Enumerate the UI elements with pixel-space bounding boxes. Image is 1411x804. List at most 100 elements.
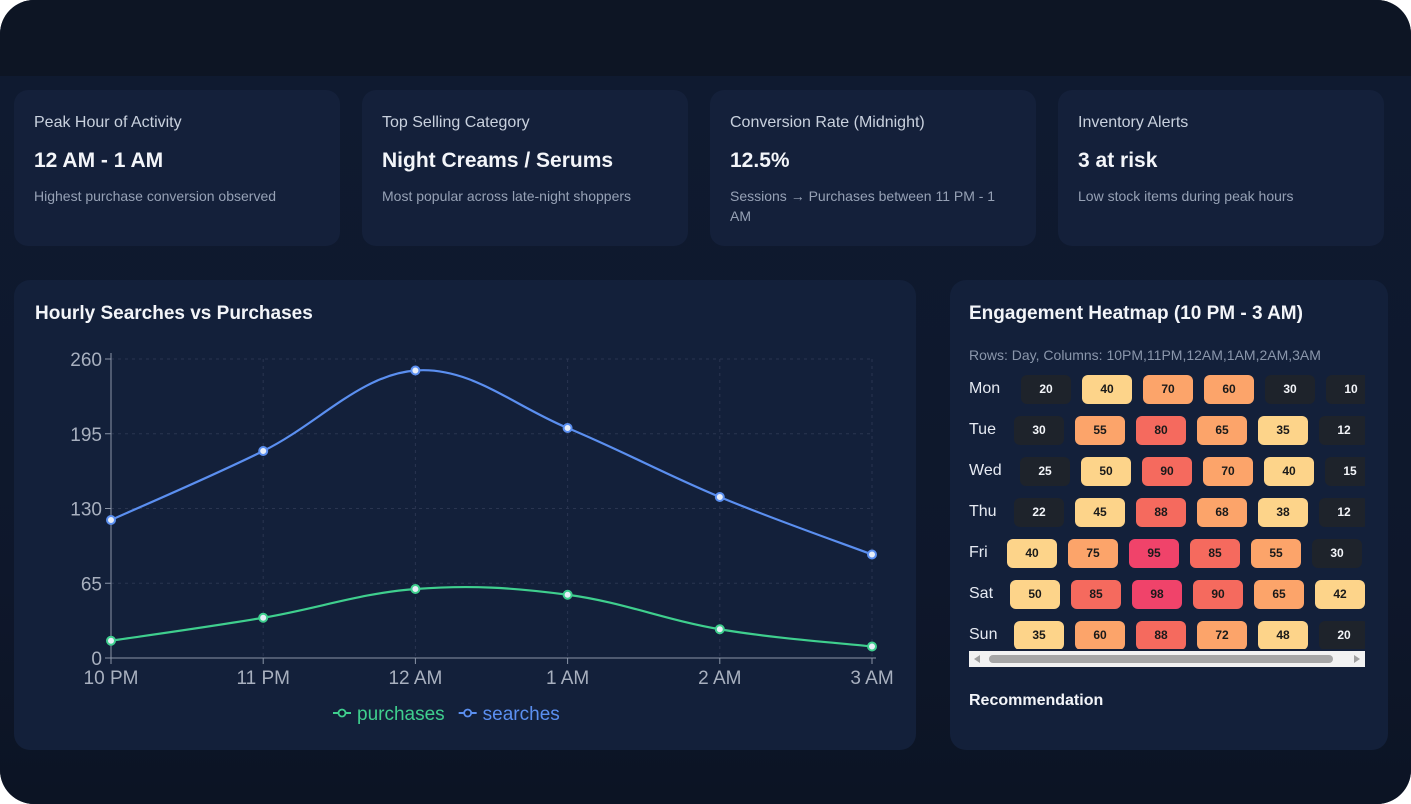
heatmap-cell[interactable]: 88 [1136, 621, 1186, 649]
y-tick-label: 195 [70, 425, 102, 446]
data-point-searches [867, 549, 877, 560]
heatmap-cell[interactable]: 70 [1143, 375, 1193, 404]
heatmap-cell[interactable]: 90 [1193, 580, 1243, 609]
y-tick-label: 65 [81, 574, 102, 595]
heatmap-cell[interactable]: 22 [1014, 498, 1064, 527]
y-tick-label: 260 [70, 350, 102, 371]
data-point-searches [258, 446, 269, 456]
x-tick-label: 12 AM [388, 668, 442, 689]
kpi-subtext: Low stock items during peak hours [1078, 188, 1294, 204]
y-tick-label: 130 [70, 500, 102, 521]
heatmap-row-label: Mon [969, 380, 1001, 397]
heatmap-cell[interactable]: 25 [1020, 457, 1070, 486]
heatmap-row-label: Wed [969, 462, 1002, 479]
heatmap-cell[interactable]: 10 [1326, 375, 1365, 404]
kpi-label: Conversion Rate (Midnight) [730, 114, 925, 131]
heatmap-cell[interactable]: 85 [1071, 580, 1121, 609]
heatmap-cell[interactable]: 20 [1021, 375, 1071, 404]
data-point-searches [562, 423, 573, 433]
heatmap-row-label: Sat [969, 585, 994, 602]
heatmap-cell[interactable]: 12 [1319, 416, 1365, 445]
heatmap-cell[interactable]: 40 [1007, 539, 1057, 568]
heatmap-cell[interactable]: 95 [1129, 539, 1179, 568]
heatmap-cell[interactable]: 55 [1251, 539, 1301, 568]
heatmap-row-label: Tue [969, 421, 996, 438]
heatmap-cell[interactable]: 35 [1014, 621, 1064, 649]
legend-marker-searches [463, 708, 473, 718]
kpi-card-peak-hour: Peak Hour of Activity 12 AM - 1 AM Highe… [14, 90, 340, 246]
heatmap-row-sun: Sun 35 60 88 72 48 20 [969, 619, 1365, 649]
heatmap-cell[interactable]: 20 [1319, 621, 1365, 649]
heatmap-cell[interactable]: 65 [1197, 416, 1247, 445]
heatmap-cell[interactable]: 38 [1258, 498, 1308, 527]
kpi-card-inventory-alerts: Inventory Alerts 3 at risk Low stock ite… [1058, 90, 1384, 246]
heatmap-cell[interactable]: 40 [1264, 457, 1314, 486]
heatmap-cell[interactable]: 30 [1014, 416, 1064, 445]
heatmap-title: Engagement Heatmap (10 PM - 3 AM) [969, 303, 1303, 324]
scroll-right-arrow-icon[interactable] [1354, 655, 1360, 663]
kpi-card-top-category: Top Selling Category Night Creams / Seru… [362, 90, 688, 246]
heatmap-cell[interactable]: 68 [1197, 498, 1247, 527]
heatmap-cell[interactable]: 15 [1325, 457, 1365, 486]
heatmap-cell[interactable]: 70 [1203, 457, 1253, 486]
heatmap-cell[interactable]: 60 [1075, 621, 1125, 649]
top-bar [0, 0, 1411, 76]
heatmap-cell[interactable]: 90 [1142, 457, 1192, 486]
scrollbar-thumb[interactable] [989, 655, 1333, 663]
series-line-purchases [110, 585, 873, 648]
heatmap-cell[interactable]: 72 [1197, 621, 1247, 649]
heatmap-row-label: Fri [969, 544, 988, 561]
data-point-searches [714, 492, 725, 502]
heatmap-grid[interactable]: Mon 20 40 70 60 30 10 Tue 30 55 80 65 35 12 Wed 25 50 90 7… [969, 373, 1365, 649]
kpi-subtext: Sessions → Purchases between 11 PM - 1 A… [730, 188, 996, 224]
heatmap-cell[interactable]: 40 [1082, 375, 1132, 404]
data-point-searches [410, 365, 421, 376]
line-chart-title: Hourly Searches vs Purchases [35, 303, 313, 324]
heatmap-cell[interactable]: 85 [1190, 539, 1240, 568]
kpi-subtext: Highest purchase conversion observed [34, 188, 277, 204]
recommendation-heading: Recommendation [969, 692, 1104, 709]
heatmap-cell[interactable]: 88 [1136, 498, 1186, 527]
scroll-left-arrow-icon[interactable] [974, 655, 980, 663]
series-line-searches [110, 369, 873, 556]
kpi-value: Night Creams / Serums [382, 149, 614, 172]
kpi-label: Inventory Alerts [1078, 114, 1189, 131]
kpi-value: 12.5% [730, 149, 790, 172]
x-tick-label: 1 AM [546, 668, 589, 689]
heatmap-cell[interactable]: 98 [1132, 580, 1182, 609]
heatmap-cell[interactable]: 80 [1136, 416, 1186, 445]
heatmap-cell[interactable]: 55 [1075, 416, 1125, 445]
x-tick-label: 3 AM [850, 668, 893, 689]
x-tick-label: 10 PM [84, 668, 139, 689]
heatmap-cell[interactable]: 50 [1010, 580, 1060, 609]
heatmap-cell[interactable]: 35 [1258, 416, 1308, 445]
heatmap-cell[interactable]: 12 [1319, 498, 1365, 527]
heatmap-horizontal-scrollbar[interactable] [969, 651, 1365, 667]
kpi-label: Peak Hour of Activity [34, 114, 182, 131]
x-tick-label: 2 AM [698, 668, 741, 689]
heatmap-cell[interactable]: 30 [1265, 375, 1315, 404]
data-point-purchases [106, 635, 116, 646]
legend-label-purchases: purchases [357, 704, 445, 725]
heatmap-cell[interactable]: 65 [1254, 580, 1304, 609]
heatmap-hint: Rows: Day, Columns: 10PM,11PM,12AM,1AM,2… [969, 347, 1321, 363]
heatmap-cell[interactable]: 75 [1068, 539, 1118, 568]
y-tick-label: 0 [91, 649, 102, 670]
heatmap-cell[interactable]: 30 [1312, 539, 1362, 568]
heatmap-cell[interactable]: 45 [1075, 498, 1125, 527]
data-point-purchases [410, 584, 421, 594]
kpi-card-conversion-rate: Conversion Rate (Midnight) 12.5% Session… [710, 90, 1036, 246]
data-point-purchases [714, 624, 725, 635]
data-point-purchases [867, 641, 877, 652]
kpi-subtext: Most popular across late-night shoppers [382, 188, 632, 204]
kpi-value: 3 at risk [1078, 149, 1158, 172]
heatmap-cell[interactable]: 42 [1315, 580, 1365, 609]
heatmap-row-label: Thu [969, 503, 997, 520]
heatmap-cell[interactable]: 48 [1258, 621, 1308, 649]
heatmap-row-mon: Mon 20 40 70 60 30 10 [969, 373, 1365, 405]
heatmap-row-label: Sun [969, 626, 998, 643]
heatmap-cell[interactable]: 50 [1081, 457, 1131, 486]
heatmap-cell[interactable]: 60 [1204, 375, 1254, 404]
